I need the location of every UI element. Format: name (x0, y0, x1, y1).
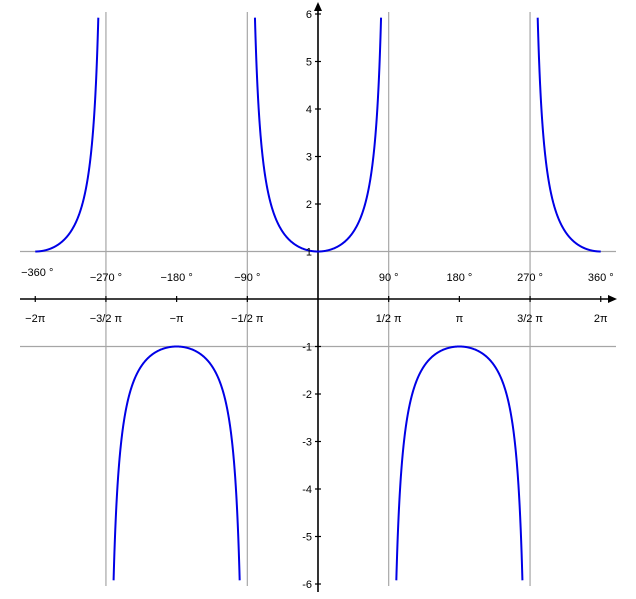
tick-labels: 6 5 4 3 2 1 -1 -2 -3 -4 -5 -6 −2π −360 ° −3/2 π −270 ° −… (21, 9, 614, 591)
x-tick-radian-label: −2π (25, 313, 46, 325)
x-tick-degree-label: 270 ° (517, 272, 543, 284)
y-tick-label: 1 (306, 247, 312, 259)
x-tick-radian-label: −π (170, 313, 184, 325)
y-tick-label: -3 (302, 437, 312, 449)
y-tick-label: -6 (302, 579, 312, 591)
x-tick-radian-label: π (456, 313, 464, 325)
axes (20, 2, 617, 592)
x-tick-degree-label: 360 ° (588, 272, 614, 284)
secant-branch (536, 17, 601, 253)
x-tick-degree-label: 180 ° (446, 272, 472, 284)
y-tick-label: -5 (302, 532, 312, 544)
secant-branch (35, 17, 100, 253)
x-tick-degree-label: 90 ° (379, 272, 399, 284)
x-tick-degree-label: −90 ° (234, 272, 260, 284)
y-axis-arrow (314, 2, 322, 11)
y-tick-label: -1 (302, 342, 312, 354)
x-tick-radian-label: −1/2 π (231, 313, 264, 325)
secant-branch (253, 17, 383, 253)
y-tick-label: 2 (306, 199, 312, 211)
y-tick-label: 4 (306, 104, 312, 116)
y-tick-label: -2 (302, 389, 312, 401)
y-tick-label: 6 (306, 9, 312, 21)
x-tick-radian-label: 2π (594, 313, 608, 325)
secant-curve (35, 17, 601, 581)
x-axis-arrow (608, 295, 617, 303)
x-tick-radian-label: −3/2 π (90, 313, 123, 325)
secant-branch (112, 345, 241, 581)
y-tick-label: 5 (306, 57, 312, 69)
x-tick-radian-label: 1/2 π (376, 313, 402, 325)
secant-branch (395, 345, 524, 581)
x-tick-degree-label: −180 ° (161, 272, 193, 284)
y-tick-label: -4 (302, 484, 312, 496)
x-tick-degree-label: −270 ° (90, 272, 122, 284)
x-tick-radian-label: 3/2 π (517, 313, 543, 325)
y-tick-label: 3 (306, 152, 312, 164)
x-tick-degree-label: −360 ° (21, 267, 53, 279)
